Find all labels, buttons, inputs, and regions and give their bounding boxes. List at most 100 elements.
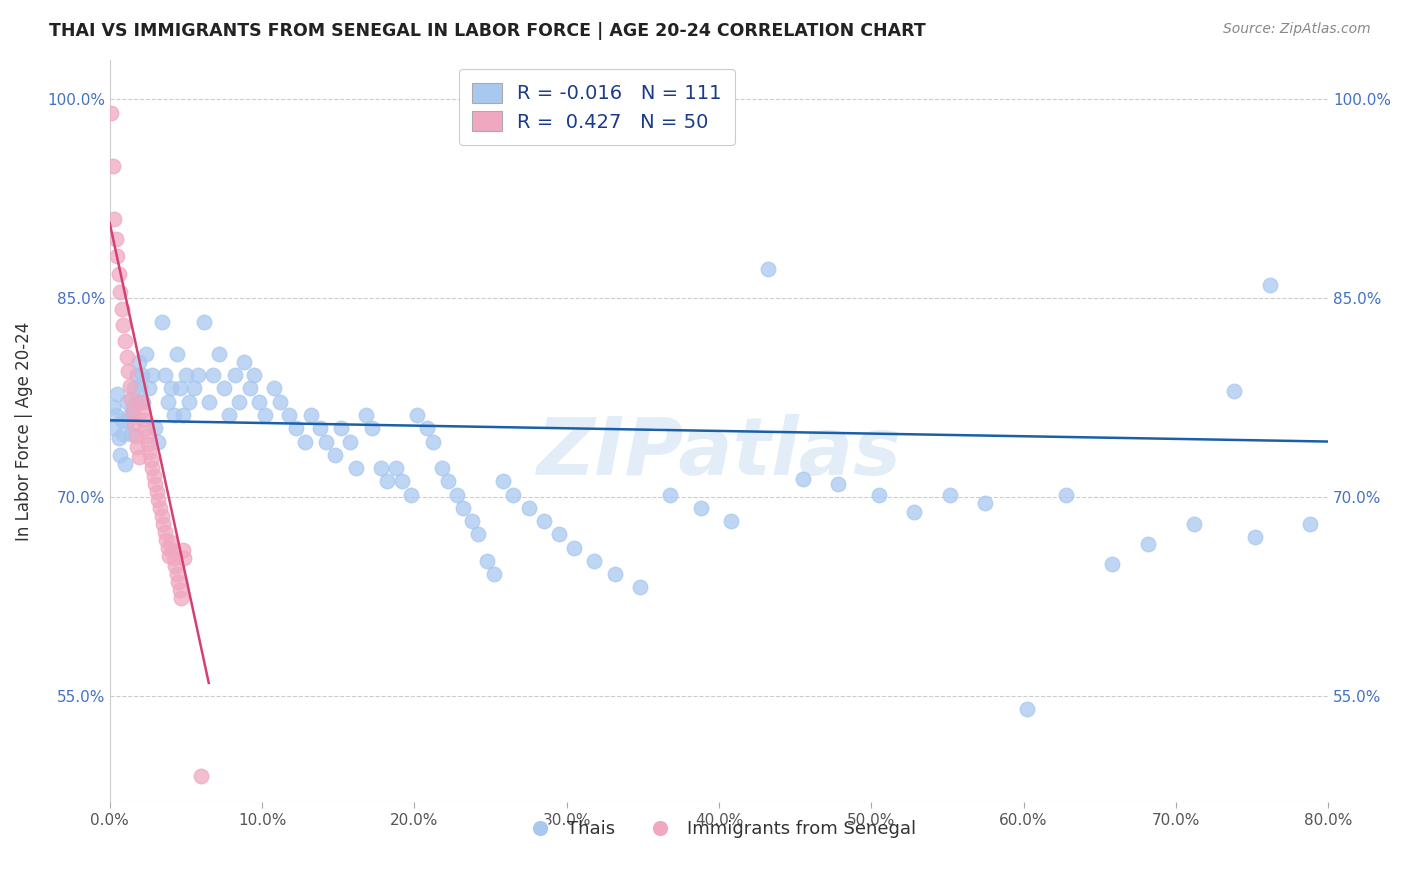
- Point: [177, 394, 200, 409]
- Point: [1137, 536, 1160, 550]
- Point: [720, 514, 742, 528]
- Point: [232, 355, 254, 369]
- Point: [172, 543, 194, 558]
- Point: [339, 434, 361, 449]
- Point: [1258, 278, 1281, 293]
- Point: [190, 769, 212, 783]
- Point: [533, 514, 555, 528]
- Point: [120, 426, 142, 441]
- Point: [112, 426, 135, 441]
- Point: [391, 475, 413, 489]
- Point: [132, 413, 155, 427]
- Point: [101, 159, 124, 173]
- Point: [903, 505, 925, 519]
- Point: [212, 382, 235, 396]
- Point: [323, 448, 346, 462]
- Point: [218, 408, 240, 422]
- Point: [406, 408, 429, 422]
- Point: [138, 445, 160, 459]
- Point: [309, 421, 332, 435]
- Point: [122, 417, 145, 432]
- Point: [115, 394, 138, 409]
- Point: [127, 440, 149, 454]
- Point: [105, 249, 128, 263]
- Point: [243, 368, 266, 383]
- Point: [430, 461, 453, 475]
- Point: [263, 382, 285, 396]
- Point: [172, 408, 194, 422]
- Point: [127, 368, 149, 383]
- Point: [157, 549, 180, 563]
- Point: [170, 591, 193, 605]
- Point: [103, 211, 125, 226]
- Point: [163, 551, 186, 566]
- Point: [112, 318, 135, 332]
- Point: [131, 404, 153, 418]
- Point: [202, 368, 225, 383]
- Point: [117, 413, 139, 427]
- Point: [156, 394, 179, 409]
- Point: [131, 368, 153, 383]
- Point: [155, 533, 177, 547]
- Point: [160, 543, 183, 558]
- Point: [1299, 516, 1322, 531]
- Point: [1182, 516, 1205, 531]
- Point: [145, 477, 167, 491]
- Point: [346, 461, 368, 475]
- Point: [1222, 384, 1244, 399]
- Point: [467, 527, 489, 541]
- Point: [173, 551, 195, 566]
- Point: [659, 487, 682, 501]
- Point: [136, 437, 159, 451]
- Point: [166, 567, 188, 582]
- Point: [152, 516, 174, 531]
- Point: [117, 364, 139, 378]
- Point: [385, 461, 408, 475]
- Point: [124, 394, 146, 409]
- Point: [118, 379, 141, 393]
- Point: [422, 434, 444, 449]
- Point: [166, 347, 188, 361]
- Point: [451, 500, 474, 515]
- Point: [492, 475, 515, 489]
- Point: [104, 232, 127, 246]
- Point: [148, 492, 170, 507]
- Point: [517, 500, 540, 515]
- Point: [169, 583, 191, 598]
- Point: [104, 408, 127, 422]
- Point: [502, 487, 524, 501]
- Point: [108, 268, 131, 282]
- Point: [294, 434, 316, 449]
- Legend: Thais, Immigrants from Senegal: Thais, Immigrants from Senegal: [515, 813, 924, 846]
- Point: [193, 315, 215, 329]
- Point: [146, 485, 169, 500]
- Point: [129, 382, 152, 396]
- Point: [100, 105, 122, 120]
- Point: [247, 394, 270, 409]
- Point: [446, 487, 468, 501]
- Point: [169, 382, 191, 396]
- Point: [165, 559, 187, 574]
- Text: Source: ZipAtlas.com: Source: ZipAtlas.com: [1223, 22, 1371, 37]
- Point: [135, 429, 157, 443]
- Point: [354, 408, 377, 422]
- Text: ZIPatlas: ZIPatlas: [537, 414, 901, 492]
- Point: [150, 508, 173, 523]
- Point: [105, 386, 128, 401]
- Point: [974, 495, 997, 509]
- Point: [827, 477, 849, 491]
- Point: [254, 408, 277, 422]
- Point: [415, 421, 437, 435]
- Point: [224, 368, 246, 383]
- Point: [689, 500, 711, 515]
- Point: [1101, 557, 1123, 571]
- Point: [228, 394, 250, 409]
- Point: [128, 355, 150, 369]
- Point: [562, 541, 585, 555]
- Y-axis label: In Labor Force | Age 20-24: In Labor Force | Age 20-24: [15, 321, 32, 541]
- Point: [360, 421, 382, 435]
- Point: [315, 434, 337, 449]
- Point: [477, 554, 499, 568]
- Point: [1244, 530, 1267, 544]
- Point: [278, 408, 301, 422]
